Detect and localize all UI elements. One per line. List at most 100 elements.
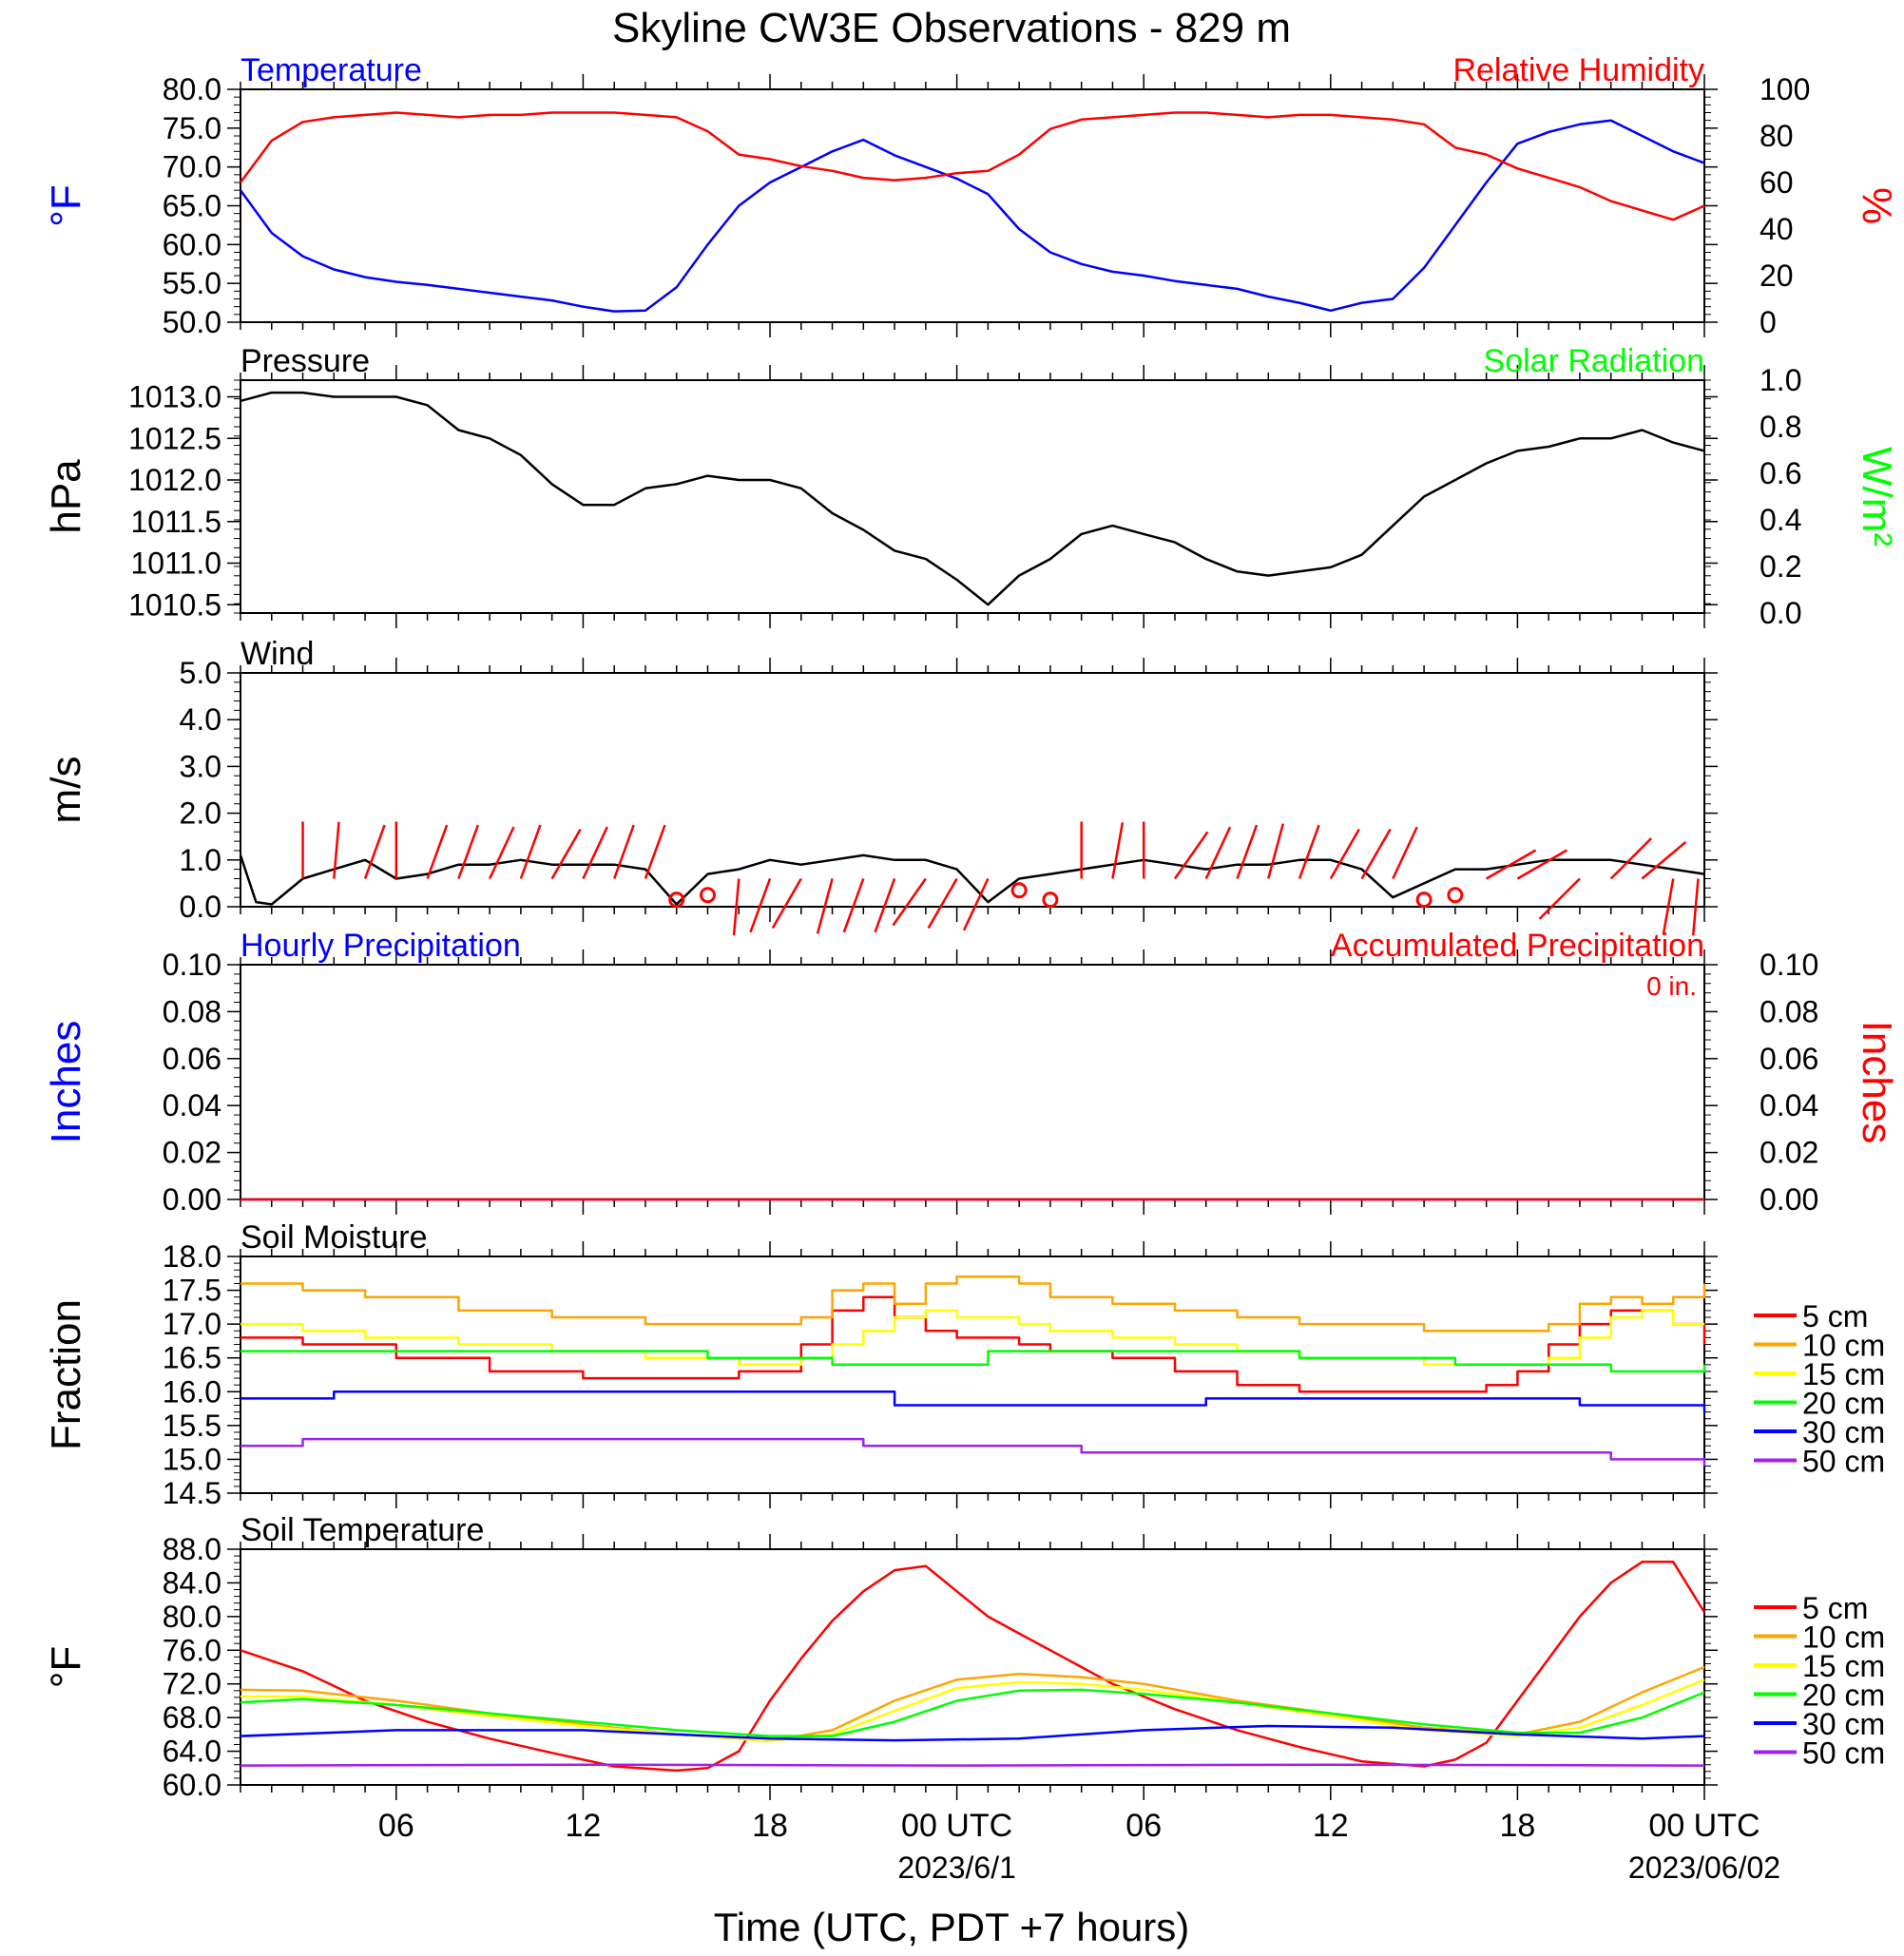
y-tick-label-left: 15.5 bbox=[163, 1409, 221, 1443]
y-tick-label-right: 100 bbox=[1760, 72, 1810, 106]
calm-wind-marker bbox=[699, 887, 716, 904]
y-tick-label-left: 0.0 bbox=[180, 890, 221, 924]
wind-barb bbox=[1538, 877, 1581, 920]
wind-barb bbox=[892, 877, 927, 927]
y-tick-label-left: 0.10 bbox=[163, 948, 221, 982]
panel-frame bbox=[240, 1256, 1705, 1494]
y-axis-label-left: °F bbox=[43, 184, 89, 226]
y-tick-label-left: 1.0 bbox=[180, 843, 221, 877]
legend-label: 15 cm bbox=[1802, 1357, 1885, 1391]
legend-label: 50 cm bbox=[1802, 1736, 1885, 1771]
y-tick-label-left: 55.0 bbox=[163, 266, 221, 300]
y-tick-label-left: 17.0 bbox=[163, 1307, 221, 1341]
y-tick-label-right: 60 bbox=[1760, 165, 1794, 200]
x-tick-label: 18 bbox=[752, 1808, 788, 1844]
y-tick-label-left: 0.06 bbox=[163, 1042, 221, 1076]
series-line-20cm bbox=[240, 1350, 1706, 1373]
panel-title-left: Wind bbox=[240, 636, 314, 672]
y-tick-label-left: 72.0 bbox=[163, 1667, 221, 1701]
y-tick-label-left: 65.0 bbox=[163, 189, 221, 223]
panel-temp_rh: 80.0 75.0 70.0 65.0 60.0 55.0 50.0 100 80 60 40 20 0… bbox=[43, 52, 1900, 339]
wind-barb bbox=[1204, 826, 1232, 880]
y-tick-label-left: 3.0 bbox=[180, 749, 221, 783]
series-line-5cm bbox=[240, 1561, 1706, 1773]
y-tick-label-left: 5.0 bbox=[180, 656, 221, 690]
series-line-5cm bbox=[240, 1295, 1706, 1393]
y-tick-label-left: 80.0 bbox=[163, 1600, 221, 1634]
y-tick-label-left: 1013.0 bbox=[128, 380, 221, 414]
y-tick-label-right: 0.08 bbox=[1760, 994, 1818, 1028]
panel-title-left: Pressure bbox=[240, 343, 370, 379]
y-tick-label-left: 1010.5 bbox=[128, 587, 221, 622]
wind-barb bbox=[1641, 840, 1687, 880]
x-tick-label: 12 bbox=[1313, 1808, 1349, 1844]
y-tick-label-left: 68.0 bbox=[163, 1700, 221, 1735]
wind-barb bbox=[613, 824, 635, 879]
calm-wind-marker bbox=[1010, 882, 1028, 899]
wind-barb bbox=[1360, 828, 1392, 880]
series-line-30cm bbox=[240, 1724, 1705, 1742]
legend-label: 15 cm bbox=[1802, 1649, 1885, 1683]
accumulated-total-label: 0 in. bbox=[1646, 971, 1697, 1001]
y-tick-label-left: 88.0 bbox=[163, 1532, 221, 1566]
y-tick-label-left: 0.08 bbox=[163, 994, 221, 1028]
series-line-20cm bbox=[240, 1688, 1705, 1737]
series-line-30cm bbox=[240, 1390, 1706, 1412]
y-axis-label-left: m/s bbox=[43, 757, 89, 824]
x-axis-label: Time (UTC, PDT +7 hours) bbox=[714, 1905, 1190, 1949]
y-tick-label-left: 60.0 bbox=[163, 1768, 221, 1802]
y-tick-label-right: 0.8 bbox=[1760, 410, 1801, 444]
y-tick-label-left: 64.0 bbox=[163, 1735, 221, 1769]
calm-wind-marker bbox=[1415, 892, 1433, 909]
y-tick-label-left: 17.5 bbox=[163, 1274, 221, 1308]
y-tick-label-right: 0.00 bbox=[1760, 1182, 1818, 1217]
y-tick-label-right: 0.06 bbox=[1760, 1042, 1818, 1076]
wind-barb bbox=[874, 878, 896, 933]
calm-wind-marker bbox=[668, 892, 685, 909]
series-line-left bbox=[240, 391, 1705, 606]
legend-label: 5 cm bbox=[1802, 1591, 1868, 1625]
x-date-label: 2023/06/02 bbox=[1628, 1851, 1780, 1885]
x-tick-label: 00 UTC bbox=[901, 1808, 1012, 1844]
wind-barb bbox=[962, 877, 990, 931]
wind-barb bbox=[519, 824, 542, 879]
wind-barb bbox=[1392, 826, 1418, 880]
panel-title-left: Temperature bbox=[240, 52, 422, 88]
wind-barb bbox=[333, 821, 340, 879]
panels: 80.0 75.0 70.0 65.0 60.0 55.0 50.0 100 80 60 40 20 0… bbox=[43, 52, 1900, 1885]
wind-barb bbox=[1329, 828, 1360, 880]
y-tick-label-left: 0.04 bbox=[163, 1088, 221, 1122]
legend-label: 10 cm bbox=[1802, 1620, 1885, 1655]
y-tick-label-right: 0.10 bbox=[1760, 948, 1818, 982]
legend-label: 20 cm bbox=[1802, 1678, 1885, 1713]
wind-barb bbox=[426, 824, 449, 879]
wind-barb bbox=[1662, 878, 1675, 935]
y-tick-label-left: 1011.0 bbox=[131, 547, 222, 581]
panel-frame bbox=[240, 379, 1705, 614]
y-tick-label-left: 4.0 bbox=[180, 702, 221, 737]
wind-barb bbox=[1516, 849, 1567, 880]
y-tick-label-left: 76.0 bbox=[163, 1633, 221, 1667]
wind-barb bbox=[816, 878, 834, 934]
wind-barb bbox=[1236, 824, 1259, 879]
figure-title: Skyline CW3E Observations - 829 m bbox=[612, 5, 1291, 51]
wind-barb bbox=[749, 878, 772, 933]
wind-barb bbox=[644, 824, 666, 879]
wind-barb bbox=[1486, 849, 1537, 880]
series-line-left bbox=[239, 853, 1705, 906]
y-tick-label-right: 0.6 bbox=[1760, 456, 1801, 490]
y-axis-label-left: Inches bbox=[43, 1021, 89, 1144]
y-tick-label-left: 75.0 bbox=[163, 111, 221, 145]
wind-barb bbox=[1609, 837, 1653, 880]
y-tick-label-left: 2.0 bbox=[180, 796, 221, 831]
wind-barb bbox=[1111, 822, 1125, 879]
y-tick-label-left: 1012.5 bbox=[128, 421, 221, 455]
series-line-left bbox=[239, 119, 1705, 313]
calm-wind-marker bbox=[1447, 887, 1464, 904]
panel-title-right: Solar Radiation bbox=[1484, 343, 1704, 379]
y-axis-label-left: Fraction bbox=[43, 1299, 89, 1450]
panel-title-left: Hourly Precipitation bbox=[240, 928, 521, 964]
y-tick-label-left: 18.0 bbox=[163, 1239, 221, 1274]
y-tick-label-right: 0.2 bbox=[1760, 549, 1801, 584]
